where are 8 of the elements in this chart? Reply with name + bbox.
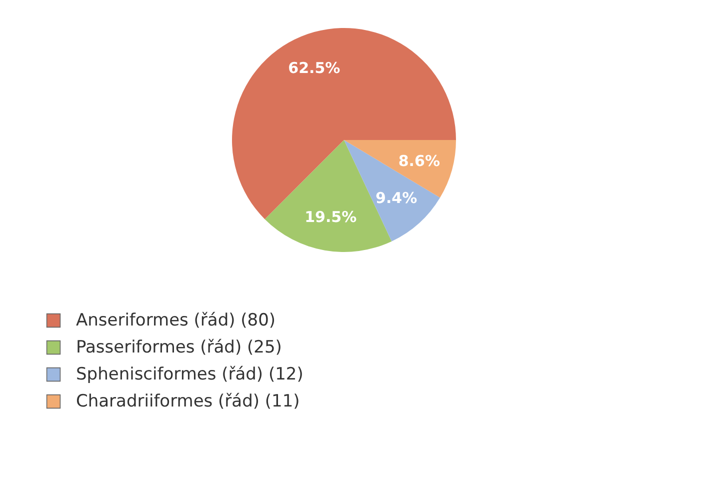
legend-label: Passeriformes (řád) (25) [76, 338, 282, 358]
data-label: 19.5% [304, 208, 357, 226]
data-label: 62.5% [288, 58, 340, 77]
legend-label: Sphenisciformes (řád) (12) [76, 364, 304, 384]
legend-label: Anseriformes (řád) (80) [76, 310, 276, 330]
data-label: 9.4% [376, 188, 418, 207]
legend-label: Charadriiformes (řád) (11) [76, 392, 300, 412]
data-label: 8.6% [398, 152, 440, 170]
